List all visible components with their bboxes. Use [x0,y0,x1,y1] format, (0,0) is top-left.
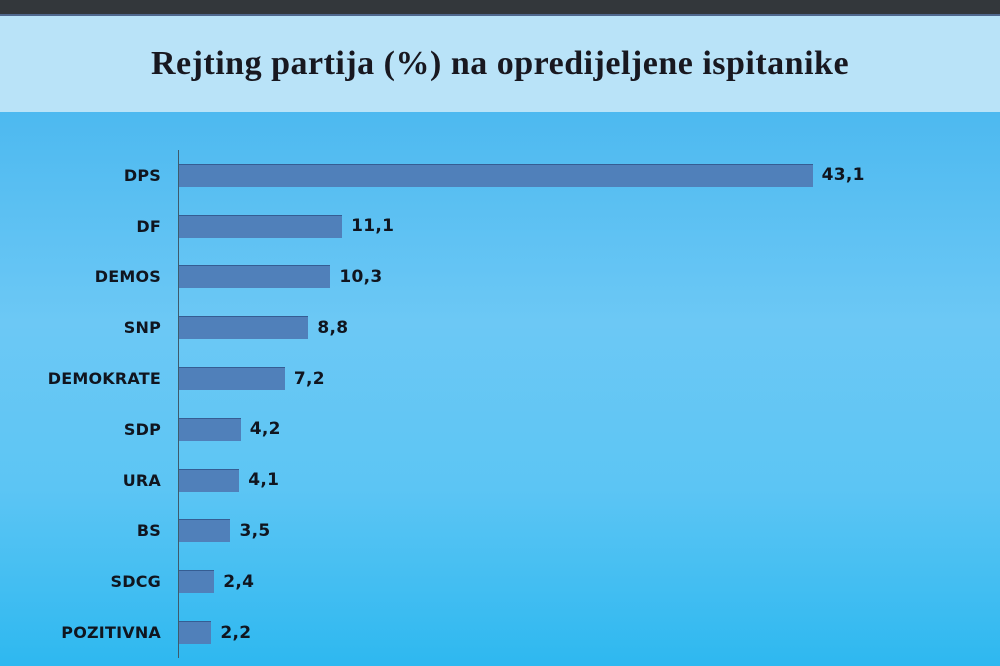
bar [179,519,231,543]
bar [179,214,343,238]
value-label: 7,2 [293,368,325,389]
category-label: DEMOS [94,267,161,287]
title-band: Rejting partija (%) na opredijeljene isp… [0,16,1000,112]
category-label: BS [136,521,161,541]
chart-row: SNP 8,8 [124,302,1000,353]
chart-row: POZITIVNA 2,2 [61,607,1000,658]
value-label: 10,3 [339,266,383,287]
value-label: 8,8 [317,317,349,338]
category-label: URA [122,470,161,490]
bar [179,621,212,645]
category-label: DEMOKRATE [47,369,161,389]
chart-row: DEMOS 10,3 [95,252,1000,303]
chart-row: DF 11,1 [136,201,1000,252]
bar [179,163,813,187]
bar [179,570,215,594]
chart-row: SDCG 2,4 [111,556,1000,607]
category-label: DPS [123,165,161,185]
chart-row: DPS 43,1 [124,150,1000,201]
value-label: 3,5 [239,520,271,541]
category-label: DF [136,216,161,236]
chart-row: BS 3,5 [137,506,1000,557]
value-label: 2,4 [223,571,255,592]
category-label: SDCG [110,572,161,592]
plot-area: DPS 43,1 DF 11,1 DEMOS 10,3 SNP 8,8 DEMOKRATE 7,2… [48,150,1000,658]
value-label: 4,2 [249,419,281,440]
window-top-strip [0,0,1000,16]
chart-row: SDP 4,2 [124,404,1000,455]
chart-row: URA 4,1 [123,455,1000,506]
bar [179,417,241,441]
value-label: 4,1 [248,470,280,491]
bar [179,316,309,340]
value-label: 43,1 [821,165,865,186]
bar-chart: DPS 43,1 DF 11,1 DEMOS 10,3 SNP 8,8 DEMOKRATE 7,2… [0,112,1000,666]
category-label: SNP [123,318,161,338]
bar [179,265,331,289]
category-label: POZITIVNA [61,623,161,643]
page-title: Rejting partija (%) na opredijeljene isp… [150,45,850,82]
chart-row: DEMOKRATE 7,2 [48,353,1000,404]
bar [179,468,240,492]
bar [179,367,285,391]
value-label: 11,1 [351,216,395,237]
value-label: 2,2 [220,622,252,643]
category-label: SDP [123,419,161,439]
